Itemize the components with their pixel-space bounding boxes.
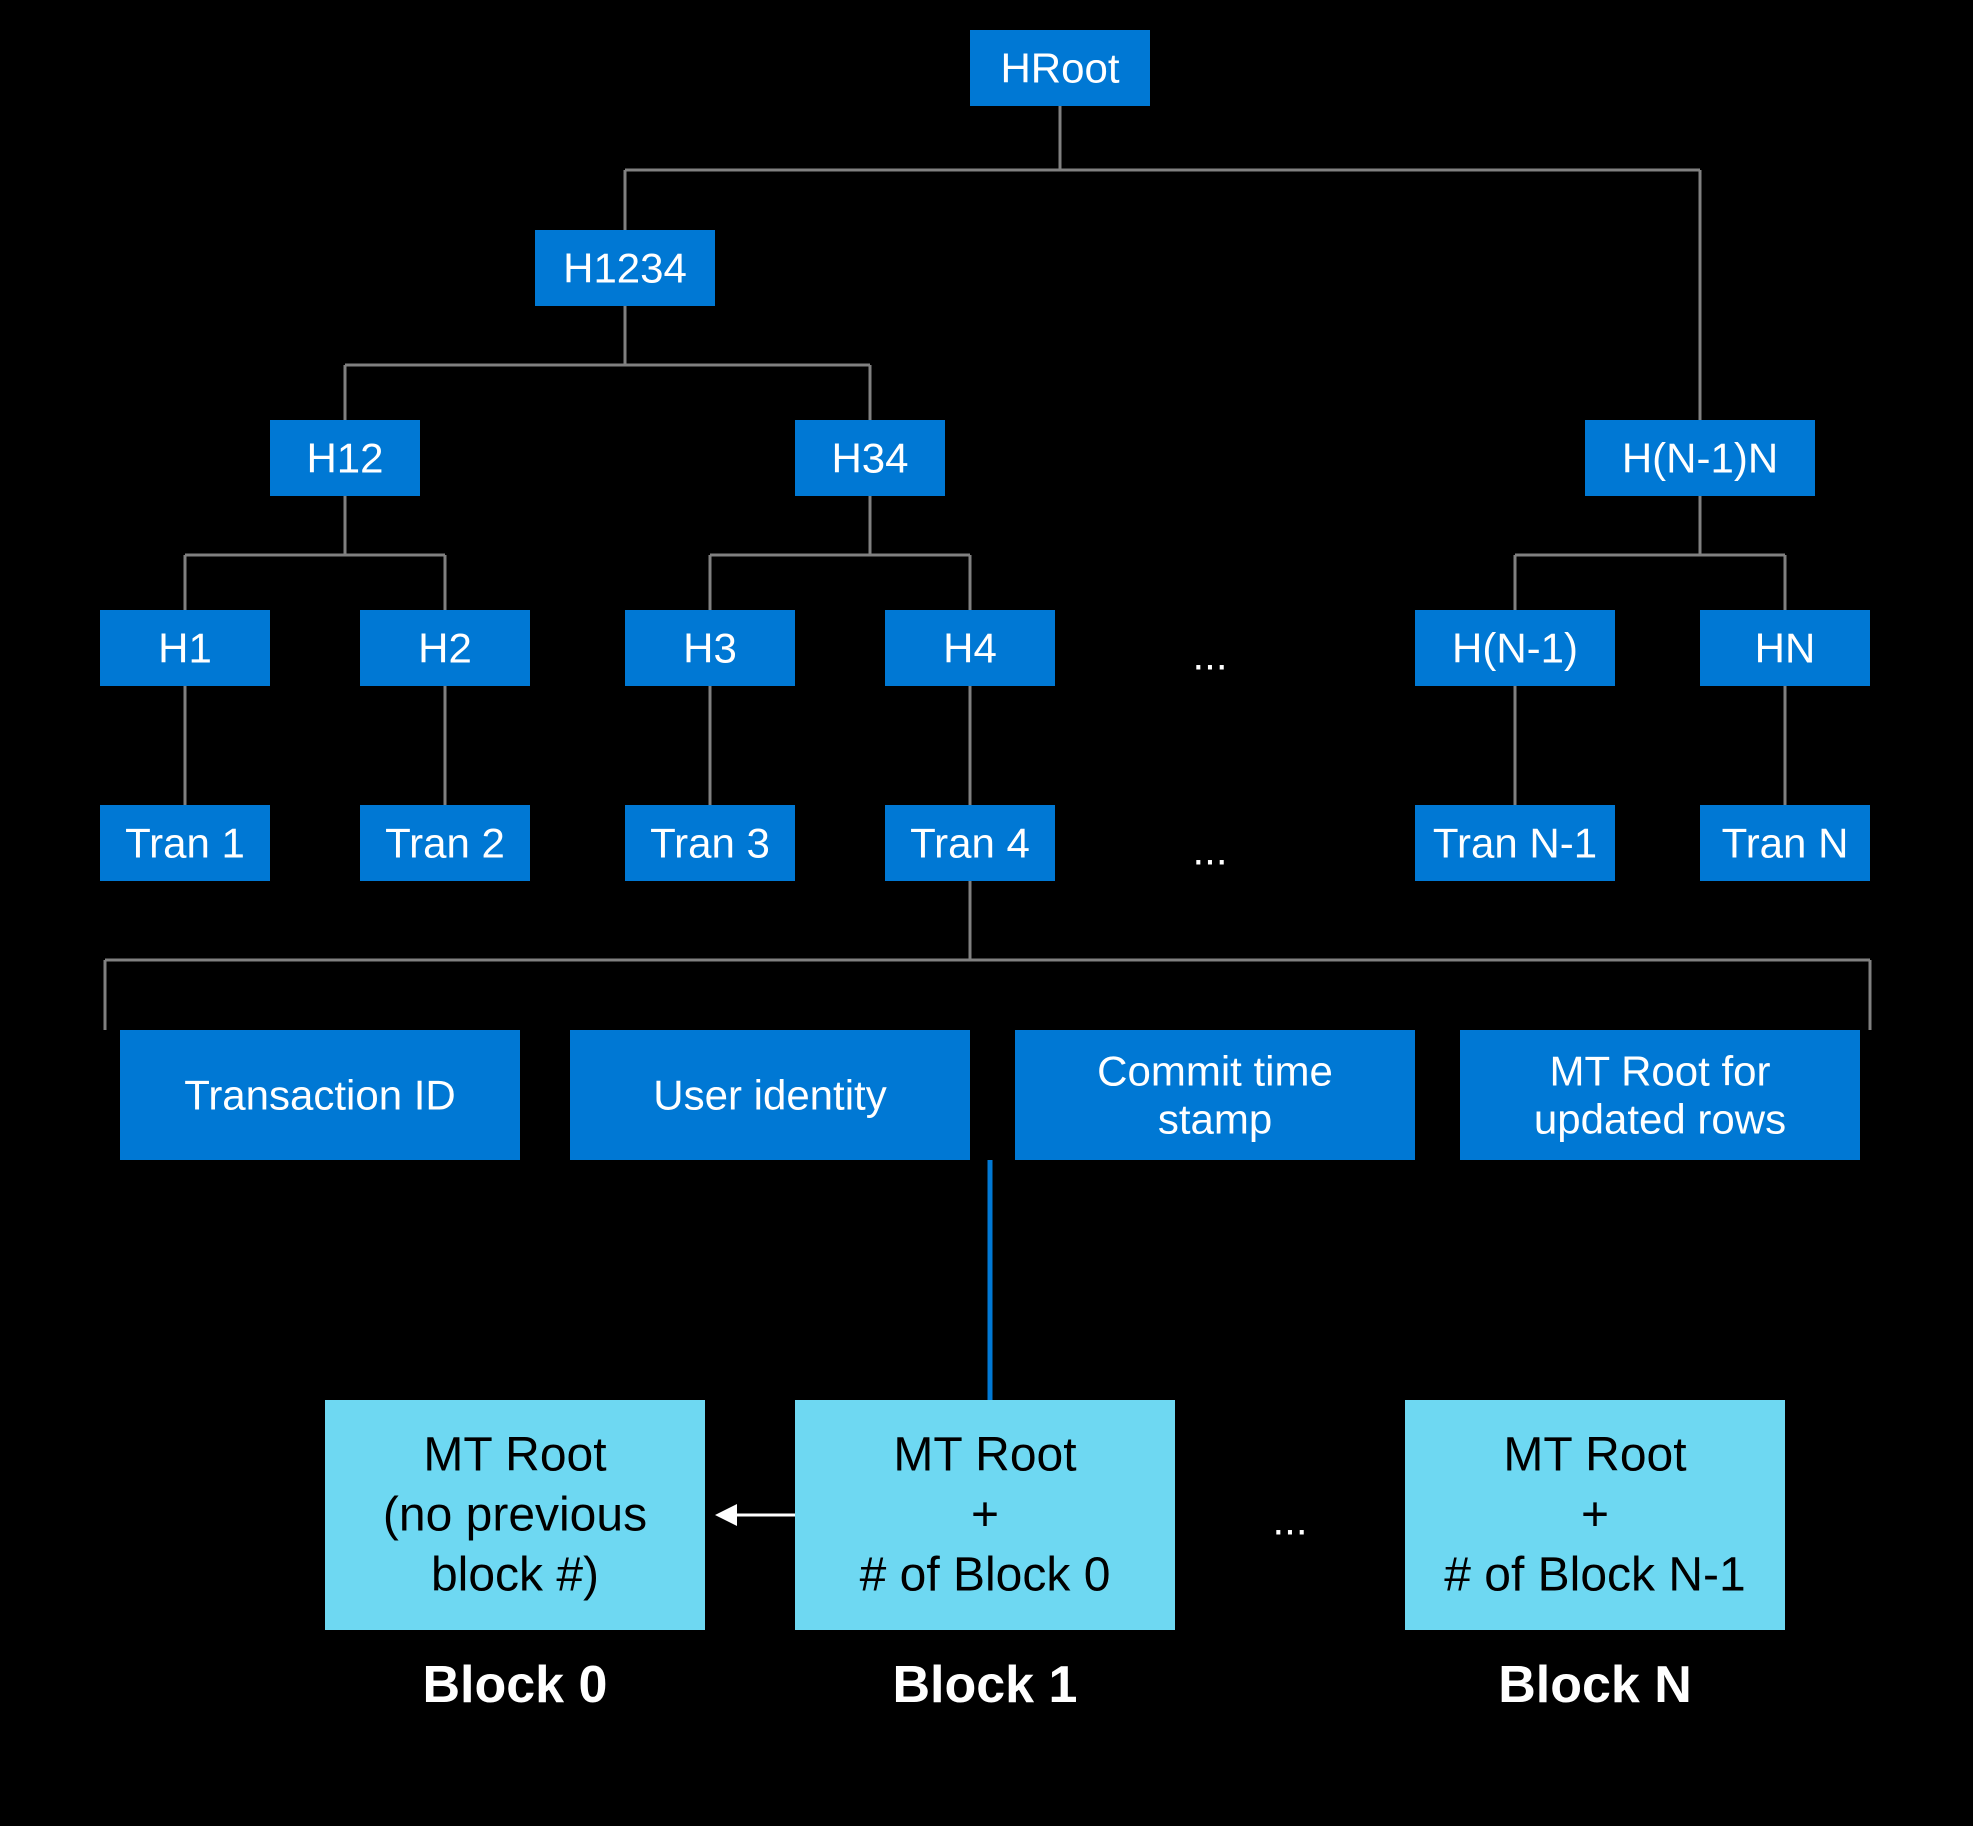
- node-label-Tran1: Tran 1: [125, 820, 245, 867]
- node-H12: H12: [270, 420, 420, 496]
- transaction-detail-row: Transaction ID User identity Commit timest…: [120, 1030, 1860, 1160]
- node-TranN1: Tran N-1: [1415, 805, 1615, 881]
- node-label-H1234: H1234: [563, 245, 687, 292]
- detail-cell-text: updated rows: [1534, 1096, 1786, 1143]
- block-title: Block 1: [893, 1656, 1078, 1714]
- merkle-tree-diagram: HRoot H1234 H12 H34 H(N-1)N H1 H2 H3 H4 H(N-1) HN T…: [0, 0, 1973, 1826]
- block-text: +: [1581, 1489, 1609, 1542]
- detail-cell-text: User identity: [653, 1072, 886, 1119]
- detail-cell-text: stamp: [1158, 1096, 1272, 1143]
- node-HN1N: H(N-1)N: [1585, 420, 1815, 496]
- node-label-Tran3: Tran 3: [650, 820, 770, 867]
- block-B1: MT Root + # of Block 0 Block 1: [795, 1400, 1175, 1714]
- node-label-HN1N: H(N-1)N: [1622, 435, 1778, 482]
- detail-cell-1: User identity: [570, 1030, 970, 1160]
- blockchain-blocks: MT Root(no previousblock #)Block 0MT Roo…: [325, 1400, 1785, 1714]
- node-Tran1: Tran 1: [100, 805, 270, 881]
- block-text: MT Root: [1503, 1429, 1686, 1482]
- node-label-HN: HN: [1755, 625, 1816, 672]
- node-label-H1: H1: [158, 625, 212, 672]
- node-HN1: H(N-1): [1415, 610, 1615, 686]
- node-H2: H2: [360, 610, 530, 686]
- detail-cell-text: Transaction ID: [184, 1072, 456, 1119]
- block-text: +: [971, 1489, 999, 1542]
- detail-cell-3: MT Root forupdated rows: [1460, 1030, 1860, 1160]
- block-B0: MT Root (no previous block #) Block 0: [325, 1400, 705, 1714]
- node-label-Tran4: Tran 4: [910, 820, 1030, 867]
- detail-cell-text: Commit time: [1097, 1047, 1333, 1094]
- node-Tran3: Tran 3: [625, 805, 795, 881]
- node-H34: H34: [795, 420, 945, 496]
- ellipsis-2: ...: [1272, 1497, 1307, 1544]
- node-HN: HN: [1700, 610, 1870, 686]
- node-label-TranN1: Tran N-1: [1433, 820, 1597, 867]
- node-label-HRoot: HRoot: [1000, 45, 1119, 92]
- block-text: MT Root: [423, 1429, 606, 1482]
- node-Tran2: Tran 2: [360, 805, 530, 881]
- detail-cell-2: Commit timestamp: [1015, 1030, 1415, 1160]
- node-label-H4: H4: [943, 625, 997, 672]
- block-title: Block 0: [423, 1656, 608, 1714]
- node-label-H34: H34: [831, 435, 908, 482]
- block-text: # of Block 0: [860, 1549, 1111, 1602]
- block-text: # of Block N-1: [1444, 1549, 1745, 1602]
- node-label-Tran2: Tran 2: [385, 820, 505, 867]
- node-HRoot: HRoot: [970, 30, 1150, 106]
- ellipsis-1: ...: [1192, 827, 1227, 874]
- node-H1: H1: [100, 610, 270, 686]
- node-H4: H4: [885, 610, 1055, 686]
- node-label-H3: H3: [683, 625, 737, 672]
- node-Tran4: Tran 4: [885, 805, 1055, 881]
- block-text: (no previous: [383, 1489, 647, 1542]
- node-label-H2: H2: [418, 625, 472, 672]
- node-label-TranN: Tran N: [1722, 820, 1849, 867]
- block-BN: MT Root + # of Block N-1 Block N: [1405, 1400, 1785, 1714]
- tree-nodes: HRoot H1234 H12 H34 H(N-1)N H1 H2 H3 H4 H(N-1) HN T…: [100, 30, 1870, 881]
- ellipsis-0: ...: [1192, 632, 1227, 679]
- node-H3: H3: [625, 610, 795, 686]
- node-H1234: H1234: [535, 230, 715, 306]
- block-text: MT Root: [893, 1429, 1076, 1482]
- node-label-H12: H12: [306, 435, 383, 482]
- node-TranN: Tran N: [1700, 805, 1870, 881]
- block-title: Block N: [1498, 1656, 1692, 1714]
- node-label-HN1: H(N-1): [1452, 625, 1578, 672]
- detail-cell-0: Transaction ID: [120, 1030, 520, 1160]
- block-text: block #): [431, 1549, 599, 1602]
- detail-cell-text: MT Root for: [1550, 1047, 1771, 1094]
